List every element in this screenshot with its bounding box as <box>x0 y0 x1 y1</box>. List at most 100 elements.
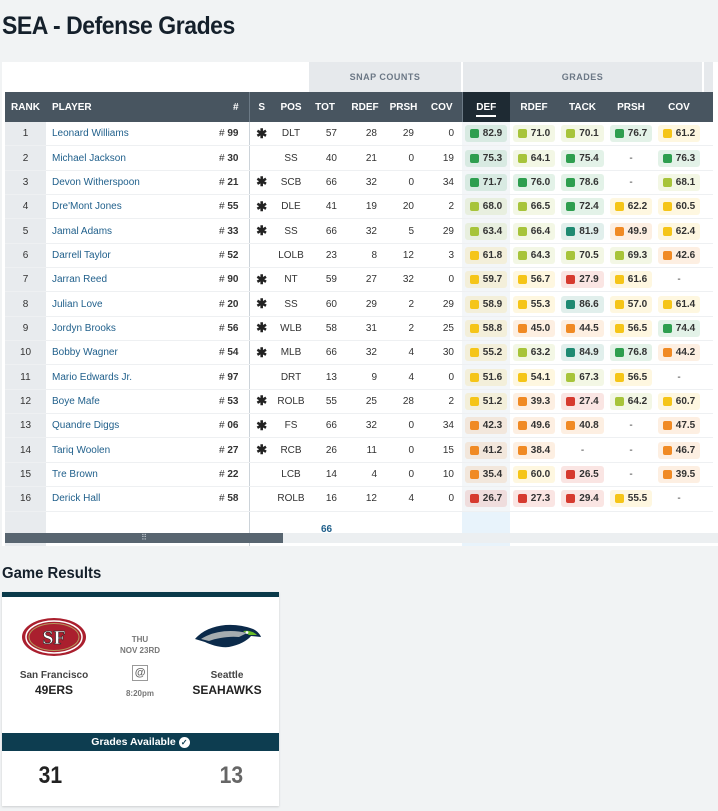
position-cell: ROLB <box>274 486 308 512</box>
player-name-link[interactable]: Devon Witherspoon <box>46 170 210 196</box>
table-row[interactable]: 8 Julian Love # 20 ✱ SS 60 29 2 29 58.9 55.3 86.6 57… <box>5 291 713 317</box>
grade-def-cell: 59.7 <box>462 267 510 293</box>
grade-color-icon <box>517 202 527 212</box>
jersey-number: 53 <box>227 395 239 407</box>
player-name-link[interactable]: Tre Brown <box>46 462 210 488</box>
column-header-rank[interactable]: RANK <box>5 92 46 122</box>
grade-badge: 51.2 <box>464 392 508 410</box>
column-header-snap-cov[interactable]: COV <box>422 92 463 122</box>
table-row[interactable]: 6 Darrell Taylor # 52 LOLB 23 8 12 3 61.8 64.3 70.… <box>5 243 713 269</box>
grade-prsh-cell: 76.8 <box>607 340 655 366</box>
player-name-link[interactable]: Bobby Wagner <box>46 340 210 366</box>
overflow-cell <box>703 364 713 390</box>
player-name-link[interactable]: Jordyn Brooks <box>46 316 210 342</box>
grade-badge: 35.4 <box>464 465 508 483</box>
snap-total-cell: 59 <box>308 267 345 293</box>
table-row[interactable]: 2 Michael Jackson # 30 SS 40 21 0 19 75.3 64.1 75.… <box>5 145 713 171</box>
grade-value: 61.2 <box>675 128 696 140</box>
grade-value: 46.7 <box>675 444 696 456</box>
grade-def-cell: 71.7 <box>462 170 510 196</box>
grade-value: 55.5 <box>627 493 648 505</box>
rank-cell: 9 <box>5 316 46 342</box>
table-row[interactable]: 16 Derick Hall # 58 ROLB 16 12 4 0 26.7 27.3 29.4 5… <box>5 486 713 512</box>
column-header-snap-total[interactable]: TOT <box>308 92 345 122</box>
jersey-number-cell: # 20 <box>210 291 249 317</box>
snap-total-cell: 60 <box>308 291 345 317</box>
player-name-link[interactable]: Michael Jackson <box>46 145 210 171</box>
player-name-link[interactable]: Jarran Reed <box>46 267 210 293</box>
grade-value: 58.8 <box>482 322 503 334</box>
grade-tack-cell: 40.8 <box>558 413 607 439</box>
grade-badge: 45.0 <box>512 319 556 337</box>
column-header-snap-rdef[interactable]: RDEF <box>345 92 385 122</box>
grades-available-banner[interactable]: Grades Available ✓ <box>2 733 279 751</box>
snap-total-cell: 66 <box>308 218 345 244</box>
grade-value: 70.5 <box>579 249 599 261</box>
player-name-link[interactable]: Quandre Diggs <box>46 413 210 439</box>
column-header-grade-def[interactable]: DEF <box>462 92 510 122</box>
overflow-cell <box>703 145 713 171</box>
table-row[interactable]: 3 Devon Witherspoon # 21 ✱ SCB 66 32 0 34 71.7 76.… <box>5 170 713 196</box>
grade-badge: 38.4 <box>512 441 556 459</box>
grade-color-icon <box>469 348 479 358</box>
column-header-position[interactable]: POS <box>274 92 308 122</box>
scrollbar-thumb[interactable]: ⠿ <box>5 533 283 543</box>
horizontal-scrollbar[interactable]: ⠿ <box>5 533 718 543</box>
column-header-starter[interactable]: S <box>249 92 274 122</box>
grade-badge: 27.3 <box>512 490 556 508</box>
column-header-player[interactable]: PLAYER <box>46 92 210 122</box>
grade-badge: 56.5 <box>609 368 653 386</box>
table-row[interactable]: 12 Boye Mafe # 53 ✱ ROLB 55 25 28 2 51.2 39.3 27.4 6… <box>5 389 713 415</box>
table-row[interactable]: 7 Jarran Reed # 90 ✱ NT 59 27 32 0 59.7 56.7 27.9 61… <box>5 267 713 293</box>
player-name-link[interactable]: Boye Mafe <box>46 389 210 415</box>
snap-total-cell: 13 <box>308 364 345 390</box>
grade-badge: 57.0 <box>609 295 653 313</box>
grade-badge: 78.6 <box>561 173 604 191</box>
grades-available-label: Grades Available <box>91 736 176 748</box>
player-name-link[interactable]: Leonard Williams <box>46 122 210 147</box>
game-result-card[interactable]: SF San Francisco 49ERS THU NOV 23RD @ 8:… <box>2 592 279 806</box>
jersey-number: 06 <box>227 420 239 432</box>
player-name-link[interactable]: Dre'Mont Jones <box>46 194 210 220</box>
grade-cov-cell: 74.4 <box>655 316 703 342</box>
player-name-link[interactable]: Jamal Adams <box>46 218 210 244</box>
grade-rdef-cell: 27.3 <box>510 486 558 512</box>
player-name-link[interactable]: Tariq Woolen <box>46 437 210 463</box>
grade-value: 56.7 <box>530 274 551 286</box>
player-name-link[interactable]: Darrell Taylor <box>46 243 210 269</box>
player-name-link[interactable]: Julian Love <box>46 291 210 317</box>
column-header-grade-rdef[interactable]: RDEF <box>510 92 558 122</box>
table-row[interactable]: 10 Bobby Wagner # 54 ✱ MLB 66 32 4 30 55.2 63.2 84.… <box>5 340 713 366</box>
rank-cell: 5 <box>5 218 46 244</box>
column-header-grade-cov[interactable]: COV <box>655 92 703 122</box>
snap-rdef-cell: 4 <box>345 462 385 488</box>
table-row[interactable]: 1 Leonard Williams # 99 ✱ DLT 57 28 29 0 82.9 71.0… <box>5 122 713 147</box>
table-row[interactable]: 5 Jamal Adams # 33 ✱ SS 66 32 5 29 63.4 66.4 81.9 49… <box>5 218 713 244</box>
player-name-link[interactable]: Derick Hall <box>46 486 210 512</box>
grade-empty: - <box>629 176 633 188</box>
snap-cov-cell: 10 <box>422 462 462 488</box>
grade-value: 69.3 <box>627 249 648 261</box>
grade-def-cell: 61.8 <box>462 243 510 269</box>
grade-color-icon <box>662 469 672 479</box>
player-name-link[interactable]: Mario Edwards Jr. <box>46 364 210 390</box>
grade-value: 60.7 <box>675 395 696 407</box>
table-row[interactable]: 13 Quandre Diggs # 06 ✱ FS 66 32 0 34 42.3 49.6 40.… <box>5 413 713 439</box>
grade-badge: 70.5 <box>561 246 604 264</box>
grade-color-icon <box>517 372 527 382</box>
grade-color-icon <box>614 299 624 309</box>
snap-rdef-cell: 27 <box>345 267 385 293</box>
column-header-grade-prsh[interactable]: PRSH <box>607 92 655 122</box>
snap-total-cell: 14 <box>308 462 345 488</box>
table-row[interactable]: 9 Jordyn Brooks # 56 ✱ WLB 58 31 2 25 58.8 45.0 44.… <box>5 316 713 342</box>
grade-def-cell: 55.2 <box>462 340 510 366</box>
table-row[interactable]: 14 Tariq Woolen # 27 ✱ RCB 26 11 0 15 41.2 38.4 - - 4… <box>5 437 713 463</box>
column-header-grade-tack[interactable]: TACK <box>558 92 607 122</box>
column-header-number[interactable]: # <box>210 92 250 122</box>
table-row[interactable]: 11 Mario Edwards Jr. # 97 DRT 13 9 4 0 51.6 54.1 6… <box>5 364 713 390</box>
table-row[interactable]: 4 Dre'Mont Jones # 55 ✱ DLE 41 19 20 2 68.0 66.5 72… <box>5 194 713 220</box>
table-row[interactable]: 15 Tre Brown # 22 LCB 14 4 0 10 35.4 60.0 26.5 - 39.… <box>5 462 713 488</box>
column-header-snap-prsh[interactable]: PRSH <box>385 92 422 122</box>
grade-value: 71.7 <box>482 176 503 188</box>
grade-color-icon <box>566 348 576 358</box>
